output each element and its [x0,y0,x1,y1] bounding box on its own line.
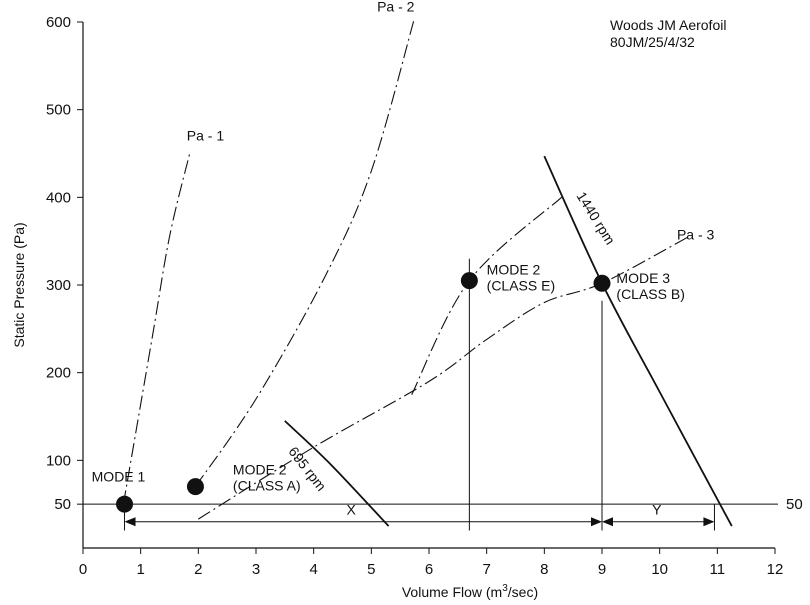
y-tick-label-200: 200 [46,365,71,382]
y-tick-label-400: 400 [46,189,71,206]
x-axis-title: Volume Flow (m3/sec) [402,583,538,600]
dimension-arrow-x-head-right [591,517,602,526]
x-tick-label-1: 1 [136,561,144,578]
y-tick-label-50: 50 [54,496,71,513]
x-tick-label-11: 11 [710,561,726,578]
x-tick-label-12: 12 [767,561,784,578]
y-tick-label-100: 100 [46,452,71,469]
operating-points-group [116,272,610,513]
x-axis-title-tail: /sec) [508,584,538,600]
x-tick-label-5: 5 [367,561,375,578]
operating-point-label-4-line-2: (CLASS B) [616,286,684,302]
y-axis-title: Static Pressure (Pa) [11,222,27,347]
operating-point-label-4-line-1: MODE 3 [616,270,670,286]
y-tick-label-500: 500 [46,102,71,119]
operating-point-label-2-line-1: MODE 2 [233,461,287,477]
curve-label-pa-2: Pa - 2 [377,0,415,14]
x-tick-label-2: 2 [194,561,202,578]
x-tick-label-10: 10 [651,561,668,578]
reference-line-group: 50 [83,496,803,513]
operating-point-label-3-line-1: MODE 2 [487,261,541,277]
operating-point-label-2-line-2: (CLASS A) [233,477,301,493]
dimension-label-y: Y [652,502,662,518]
operating-point-label-3-line-2: (CLASS E) [487,277,555,293]
operating-point-3 [461,272,478,289]
curve-label-pa-1: Pa - 1 [187,127,225,143]
labels-group: MODE 1 MODE 2(CLASS A)MODE 2(CLASS E) MODE… [92,0,715,494]
reference-line-label: 50 [786,496,803,513]
x-tick-label-8: 8 [540,561,548,578]
curve-695-rpm [285,421,389,526]
curve-label-pa-3: Pa - 3 [677,226,715,242]
x-tick-label-7: 7 [482,561,490,578]
dimension-label-x: X [346,502,356,518]
dimension-arrow-x-head-left [125,517,136,526]
operating-point-2 [187,478,204,495]
x-tick-label-0: 0 [79,561,87,578]
fan-label-line-1: Woods JM Aerofoil [610,17,726,33]
x-tick-label-4: 4 [309,561,317,578]
curve-mode-2-class-e [412,197,562,394]
x-tick-label-9: 9 [598,561,606,578]
x-axis-title-main: Volume Flow (m [402,584,502,600]
x-tick-label-3: 3 [252,561,260,578]
x-tick-label-6: 6 [425,561,433,578]
dimension-arrow-y-head-right [703,517,714,526]
curve-1440-rpm [544,156,732,526]
y-tick-label-300: 300 [46,277,71,294]
curve-pa-1 [123,154,189,505]
curve-pa-2 [195,18,414,487]
y-tick-label-600: 600 [46,14,71,31]
operating-point-label-1-line-1: MODE 1 [92,468,146,484]
operating-point-4 [594,275,611,292]
dimension-arrow-y-head-left [602,517,613,526]
operating-point-1 [116,496,133,513]
fan-label-line-2: 80JM/25/4/32 [610,34,695,50]
